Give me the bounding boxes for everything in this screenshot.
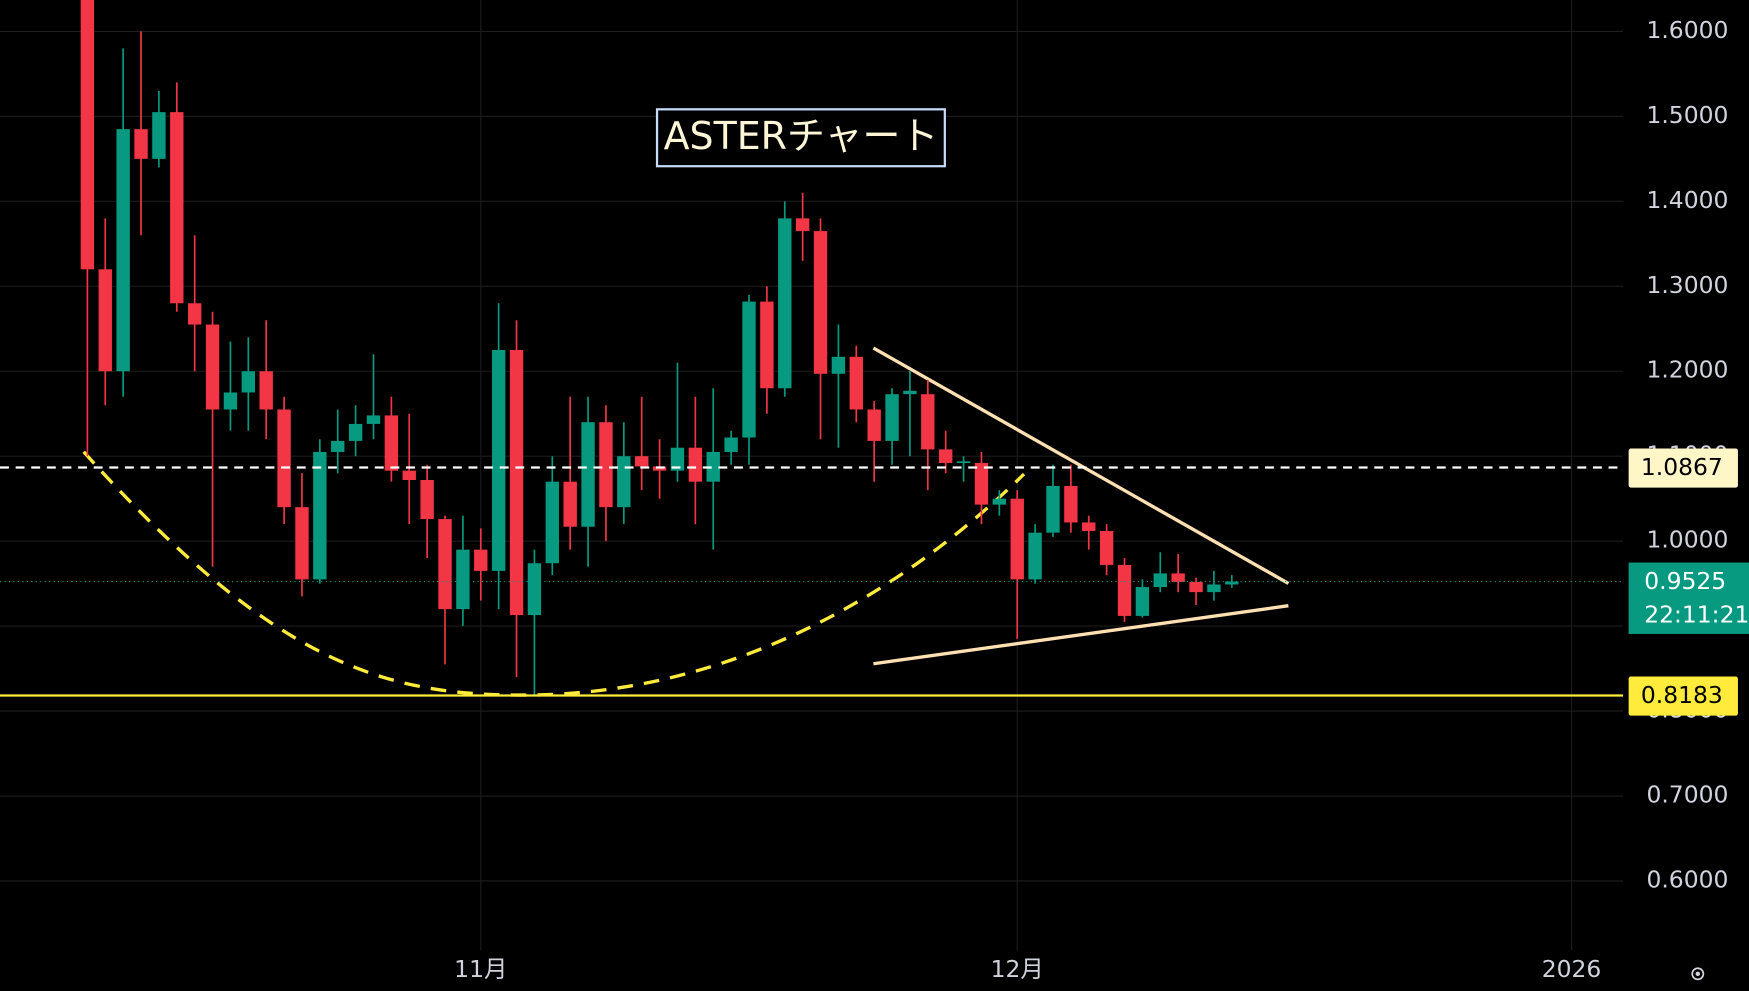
candle-body xyxy=(939,449,953,463)
candle-body xyxy=(80,0,95,270)
candle-body xyxy=(1225,581,1239,585)
candle-body xyxy=(1135,587,1150,616)
candle-body xyxy=(474,549,488,571)
price-label: 1.0867 xyxy=(1641,453,1723,481)
countdown-label: 22:11:21 xyxy=(1644,601,1749,629)
candle-body xyxy=(277,409,291,508)
chart-title: ASTERチャート xyxy=(664,114,939,158)
candle-body xyxy=(1153,573,1167,588)
axis: 0.60000.70000.80000.90001.00001.10001.20… xyxy=(454,16,1749,983)
candle-body xyxy=(742,301,756,438)
y-tick-label: 0.6000 xyxy=(1646,865,1728,893)
candle-body xyxy=(205,324,220,410)
cup-curve xyxy=(82,450,1026,697)
candle-body xyxy=(778,218,792,389)
candle-body xyxy=(1046,485,1060,533)
candle-body xyxy=(1207,584,1221,593)
triangle-lower xyxy=(873,604,1289,666)
candle-body xyxy=(563,481,577,527)
price-label-box xyxy=(1628,676,1738,716)
price-label-box xyxy=(1628,448,1738,488)
plot-area xyxy=(0,0,1624,697)
candle-body xyxy=(831,356,846,374)
candle-body xyxy=(706,451,720,482)
candle-body xyxy=(635,456,649,467)
candle-body xyxy=(456,549,470,610)
title-box xyxy=(655,108,946,168)
candle-body xyxy=(813,231,828,374)
candle-body xyxy=(420,479,434,520)
candle-body xyxy=(921,394,935,450)
y-tick-label: 1.6000 xyxy=(1646,16,1728,44)
candle-body xyxy=(98,269,112,372)
candle-body xyxy=(903,390,917,395)
y-tick-label: 1.3000 xyxy=(1646,271,1728,299)
candle-body xyxy=(599,422,613,508)
x-tick-label: 11月 xyxy=(454,955,507,983)
y-tick-label: 1.0000 xyxy=(1646,526,1728,554)
candle-body xyxy=(527,563,542,616)
candle-body xyxy=(992,498,1007,505)
candle-body xyxy=(1028,532,1042,580)
candle-body xyxy=(313,451,327,580)
candle-body xyxy=(241,371,256,393)
candle-body xyxy=(545,481,559,564)
candle-body xyxy=(885,394,899,441)
candle-body xyxy=(187,303,202,325)
candle-body xyxy=(491,350,506,571)
candle-body xyxy=(366,415,381,424)
x-tick-label: 2026 xyxy=(1542,955,1602,983)
candle-body xyxy=(152,112,166,159)
price-label: 0.8183 xyxy=(1641,681,1723,709)
x-tick-label: 12月 xyxy=(991,955,1044,983)
candle-body xyxy=(724,437,738,452)
candle-body xyxy=(259,371,273,410)
candle-body xyxy=(1117,564,1132,616)
candle-body xyxy=(134,129,148,159)
candle-body xyxy=(1099,530,1114,565)
candle-body xyxy=(617,456,631,508)
candle-body xyxy=(688,447,703,482)
candle-body xyxy=(795,218,810,232)
candle-body xyxy=(331,440,345,452)
candle-body xyxy=(438,519,452,610)
candle-body xyxy=(223,392,238,410)
candle-body xyxy=(1064,485,1078,523)
candle-body xyxy=(867,409,881,441)
last-price-label: 0.9525 xyxy=(1644,567,1726,595)
candle-body xyxy=(974,462,989,505)
candle-body xyxy=(670,447,685,471)
candle-body xyxy=(402,470,416,480)
candle-body xyxy=(1171,573,1185,582)
candle-body xyxy=(581,422,595,527)
y-tick-label: 1.2000 xyxy=(1646,356,1728,384)
y-tick-label: 0.7000 xyxy=(1646,781,1728,809)
candle-body xyxy=(384,415,399,471)
candle-body xyxy=(1189,581,1203,593)
candle-body xyxy=(849,356,863,410)
candle-body xyxy=(956,461,971,463)
triangle-upper xyxy=(872,346,1290,585)
candle-body xyxy=(509,350,524,616)
candle-body xyxy=(348,423,363,441)
y-tick-label: 1.5000 xyxy=(1646,101,1728,129)
candle-body xyxy=(295,507,309,580)
candle-body xyxy=(1082,522,1096,531)
settings-icon[interactable] xyxy=(1691,967,1705,981)
candle-body xyxy=(760,301,774,389)
last-price-box xyxy=(1628,562,1749,634)
candle-body xyxy=(170,112,184,304)
candle-body xyxy=(116,129,130,372)
y-tick-label: 1.4000 xyxy=(1646,186,1728,214)
candle-body xyxy=(1010,498,1024,580)
